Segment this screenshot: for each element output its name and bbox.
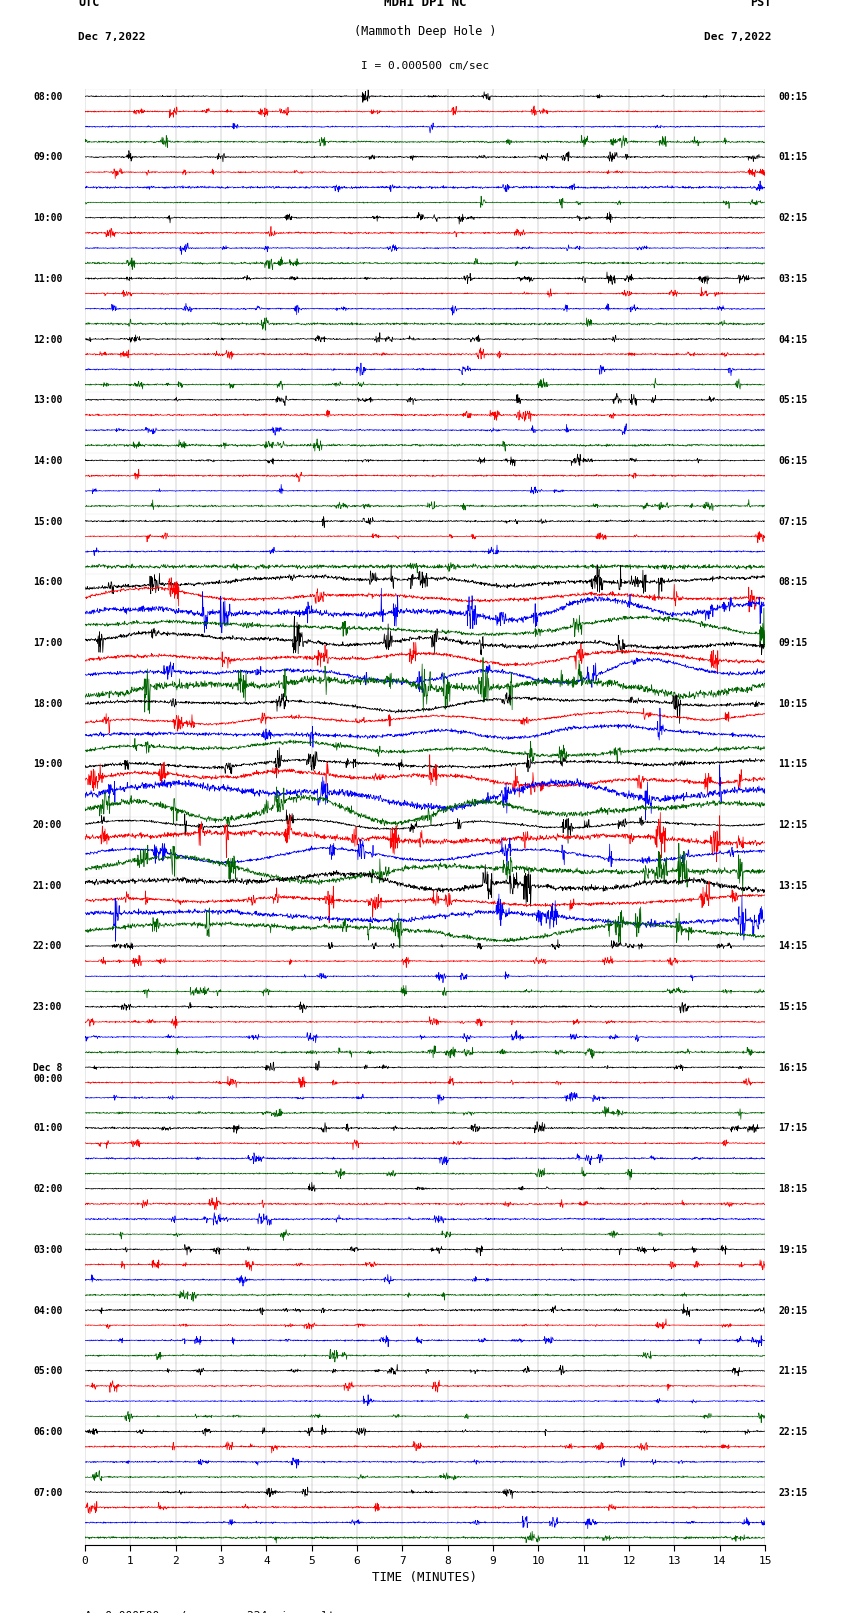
Text: 15:00: 15:00 <box>33 516 62 526</box>
Text: 18:00: 18:00 <box>33 698 62 708</box>
Text: 06:15: 06:15 <box>779 456 808 466</box>
Text: 08:00: 08:00 <box>33 92 62 102</box>
Text: 02:15: 02:15 <box>779 213 808 223</box>
Text: 06:00: 06:00 <box>33 1428 62 1437</box>
Text: 05:15: 05:15 <box>779 395 808 405</box>
Text: 23:15: 23:15 <box>779 1487 808 1497</box>
Text: 07:15: 07:15 <box>779 516 808 526</box>
Text: 01:00: 01:00 <box>33 1124 62 1134</box>
Text: 04:15: 04:15 <box>779 334 808 345</box>
Text: 17:15: 17:15 <box>779 1124 808 1134</box>
Text: 05:00: 05:00 <box>33 1366 62 1376</box>
Text: 21:15: 21:15 <box>779 1366 808 1376</box>
Text: A= 0.000500 cm/sec =    224 microvolts: A= 0.000500 cm/sec = 224 microvolts <box>85 1611 342 1613</box>
Text: 18:15: 18:15 <box>779 1184 808 1194</box>
X-axis label: TIME (MINUTES): TIME (MINUTES) <box>372 1571 478 1584</box>
Text: 19:15: 19:15 <box>779 1245 808 1255</box>
Text: 10:00: 10:00 <box>33 213 62 223</box>
Text: Dec 8
00:00: Dec 8 00:00 <box>33 1063 62 1084</box>
Text: 03:15: 03:15 <box>779 274 808 284</box>
Text: 15:15: 15:15 <box>779 1002 808 1011</box>
Text: 11:15: 11:15 <box>779 760 808 769</box>
Text: MDH1 DP1 NC: MDH1 DP1 NC <box>383 0 467 8</box>
Text: 22:00: 22:00 <box>33 942 62 952</box>
Text: 13:00: 13:00 <box>33 395 62 405</box>
Text: 16:00: 16:00 <box>33 577 62 587</box>
Text: 04:00: 04:00 <box>33 1305 62 1316</box>
Text: 13:15: 13:15 <box>779 881 808 890</box>
Text: 00:15: 00:15 <box>779 92 808 102</box>
Text: I = 0.000500 cm/sec: I = 0.000500 cm/sec <box>361 61 489 71</box>
Text: 22:15: 22:15 <box>779 1428 808 1437</box>
Text: 02:00: 02:00 <box>33 1184 62 1194</box>
Text: 20:00: 20:00 <box>33 819 62 831</box>
Text: 03:00: 03:00 <box>33 1245 62 1255</box>
Text: 14:00: 14:00 <box>33 456 62 466</box>
Text: Dec 7,2022: Dec 7,2022 <box>78 32 145 42</box>
Text: 19:00: 19:00 <box>33 760 62 769</box>
Text: 11:00: 11:00 <box>33 274 62 284</box>
Text: 12:00: 12:00 <box>33 334 62 345</box>
Text: 09:15: 09:15 <box>779 639 808 648</box>
Text: 16:15: 16:15 <box>779 1063 808 1073</box>
Text: 07:00: 07:00 <box>33 1487 62 1497</box>
Text: 20:15: 20:15 <box>779 1305 808 1316</box>
Text: 08:15: 08:15 <box>779 577 808 587</box>
Text: 23:00: 23:00 <box>33 1002 62 1011</box>
Text: 17:00: 17:00 <box>33 639 62 648</box>
Text: 14:15: 14:15 <box>779 942 808 952</box>
Text: 01:15: 01:15 <box>779 153 808 163</box>
Text: 09:00: 09:00 <box>33 153 62 163</box>
Text: 12:15: 12:15 <box>779 819 808 831</box>
Text: UTC: UTC <box>78 0 99 8</box>
Text: PST: PST <box>751 0 772 8</box>
Text: Dec 7,2022: Dec 7,2022 <box>705 32 772 42</box>
Text: (Mammoth Deep Hole ): (Mammoth Deep Hole ) <box>354 24 496 37</box>
Text: 21:00: 21:00 <box>33 881 62 890</box>
Text: 10:15: 10:15 <box>779 698 808 708</box>
